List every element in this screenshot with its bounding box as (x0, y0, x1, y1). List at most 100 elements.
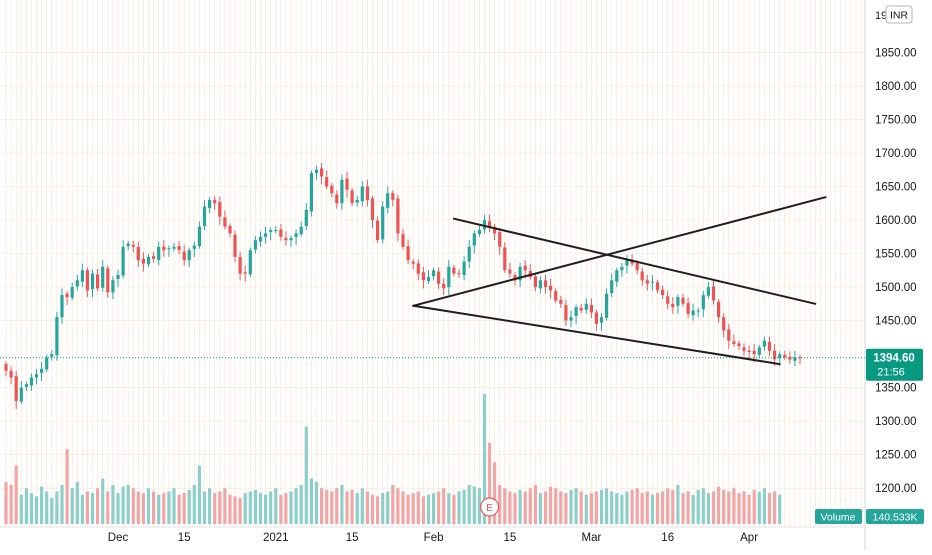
volume-bar (350, 489, 354, 524)
candle (432, 267, 436, 281)
volume-bar (579, 491, 583, 524)
volume-bar (564, 493, 568, 524)
volume-bar (640, 493, 644, 524)
volume-bar (299, 485, 303, 524)
candle (625, 254, 629, 274)
candle-body (406, 246, 410, 261)
time-tick-label: Mar (581, 532, 601, 544)
price-tick-label: 1500.00 (875, 282, 917, 294)
candle-body (320, 168, 324, 177)
candle (686, 297, 690, 318)
volume-bar (381, 493, 385, 524)
last-price-badge: 1394.60 21:56 (866, 348, 923, 381)
candle (487, 214, 492, 233)
candle-body (75, 280, 79, 287)
volume-bar (258, 493, 263, 524)
candle-body (493, 226, 497, 234)
volume-bar (620, 494, 624, 525)
volume-bar (630, 489, 634, 524)
candle (711, 279, 716, 305)
candle (218, 196, 222, 225)
earnings-marker[interactable]: E (480, 497, 500, 517)
candle (294, 229, 298, 245)
candle-body (589, 305, 593, 313)
candle-body (238, 256, 242, 274)
candle (146, 254, 151, 267)
candle (717, 299, 721, 323)
volume-bar (462, 489, 466, 524)
candle (701, 291, 705, 318)
candle-body (152, 256, 156, 259)
volume-bar (24, 488, 28, 525)
candle (706, 281, 710, 299)
volume-bar (289, 491, 293, 524)
trendline[interactable] (412, 196, 827, 307)
volume-bar (518, 489, 522, 524)
candle-body (605, 293, 609, 318)
candle (121, 240, 125, 279)
candle-body (309, 173, 313, 212)
candle (243, 265, 247, 282)
volume-bar (4, 481, 8, 525)
volume-bar (243, 493, 247, 524)
volume-bar (96, 488, 100, 525)
candle (737, 340, 741, 351)
candle-body (34, 374, 39, 378)
candle-body (192, 245, 196, 249)
candle (391, 190, 395, 207)
candle-body (396, 198, 400, 234)
volume-bar (365, 491, 369, 524)
volume-bar (599, 489, 604, 524)
volume-bar (320, 488, 324, 525)
candle-body (737, 343, 741, 347)
candle-body (793, 357, 797, 361)
candle-body (376, 220, 380, 241)
time-tick-label: 15 (346, 532, 359, 544)
candle (732, 334, 736, 347)
candle (416, 259, 420, 281)
candle (34, 368, 39, 385)
candle-body (187, 250, 191, 261)
volume-bar (493, 462, 497, 525)
candle-body (228, 226, 232, 234)
candle-body (645, 280, 649, 284)
volume-bar (233, 496, 237, 524)
trendline[interactable] (452, 217, 817, 305)
volume-bar (182, 493, 186, 524)
volume-bar (345, 491, 349, 524)
volume-bar (40, 486, 44, 524)
volume-bar (294, 488, 298, 525)
candle-body (472, 233, 476, 246)
currency-badge[interactable]: INR (885, 5, 913, 24)
volume-bar (686, 491, 690, 524)
candle (360, 181, 364, 207)
volume-bar (162, 493, 166, 524)
trendline[interactable] (412, 304, 781, 366)
candle (386, 186, 390, 214)
candle-body (218, 201, 222, 217)
candle-body (742, 347, 746, 351)
volume-bar (152, 491, 156, 524)
volume-bar (50, 498, 54, 524)
price-tick-label: 1600.00 (875, 215, 917, 227)
time-tick-label: Apr (740, 532, 758, 544)
candle-body (432, 270, 436, 277)
volume-bar (625, 491, 629, 524)
candle-body (650, 281, 654, 283)
candle (518, 262, 522, 287)
candle-body (569, 317, 573, 321)
candle-body (40, 368, 44, 373)
candle (340, 174, 344, 210)
volume-bar (218, 491, 222, 524)
candle-body (146, 256, 151, 265)
volume-bar (773, 491, 777, 524)
candle (289, 235, 293, 247)
candle-body (167, 248, 171, 250)
volume-bar (615, 493, 619, 524)
candle-body (45, 357, 49, 370)
candle-body (360, 186, 364, 202)
volume-bar (34, 496, 39, 524)
volume-bar (101, 478, 105, 524)
volume-bar (437, 491, 441, 524)
